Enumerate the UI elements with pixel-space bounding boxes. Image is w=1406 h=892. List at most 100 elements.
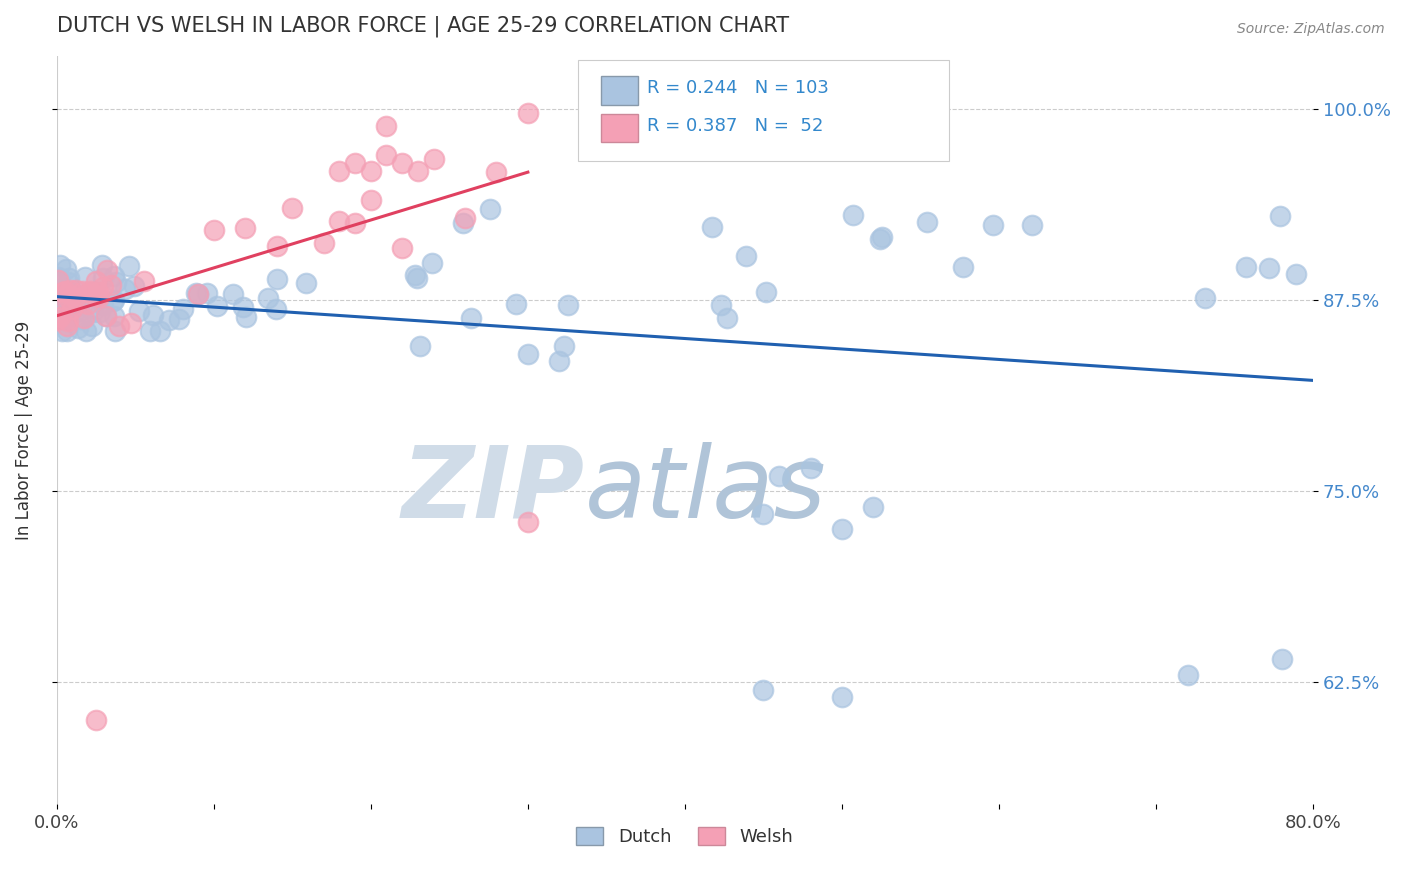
Point bbox=[172, 302, 194, 317]
Point bbox=[67, 304, 90, 318]
Point bbox=[83, 285, 105, 299]
Point bbox=[187, 286, 209, 301]
Point bbox=[59, 303, 82, 318]
Point bbox=[460, 310, 482, 325]
Bar bbox=[600, 113, 638, 142]
Point bbox=[104, 324, 127, 338]
Point bbox=[420, 256, 443, 270]
Point bbox=[375, 120, 398, 134]
Point bbox=[870, 229, 893, 244]
Point bbox=[67, 295, 90, 310]
Point bbox=[344, 216, 367, 230]
Point bbox=[58, 285, 80, 300]
Point bbox=[73, 310, 96, 325]
Text: R = 0.387   N =  52: R = 0.387 N = 52 bbox=[647, 117, 824, 135]
Legend: Dutch, Welsh: Dutch, Welsh bbox=[567, 818, 803, 855]
Point bbox=[716, 311, 738, 326]
Point bbox=[1258, 261, 1281, 276]
Point bbox=[45, 313, 67, 327]
Point bbox=[55, 294, 77, 309]
Point bbox=[862, 500, 884, 514]
Point bbox=[149, 324, 172, 338]
Point bbox=[52, 285, 75, 299]
Point bbox=[100, 277, 122, 292]
Point bbox=[46, 269, 69, 284]
Point bbox=[869, 232, 891, 246]
Point bbox=[76, 297, 98, 311]
Point bbox=[103, 269, 125, 284]
Point bbox=[65, 283, 87, 297]
Point bbox=[735, 249, 758, 263]
Point bbox=[752, 507, 775, 521]
Point bbox=[406, 163, 429, 178]
Point bbox=[257, 291, 280, 305]
Point bbox=[46, 272, 69, 286]
Point bbox=[915, 215, 938, 229]
Point bbox=[103, 293, 125, 308]
Point bbox=[56, 285, 79, 300]
Point bbox=[48, 301, 70, 316]
Point bbox=[422, 152, 444, 166]
Point bbox=[79, 284, 101, 298]
Point bbox=[75, 324, 97, 338]
Point bbox=[59, 285, 82, 299]
Point bbox=[700, 220, 723, 235]
Point bbox=[1177, 667, 1199, 681]
Point bbox=[96, 310, 118, 324]
Point bbox=[328, 214, 350, 228]
Point bbox=[1285, 268, 1308, 282]
Point bbox=[139, 324, 162, 338]
Point bbox=[1194, 292, 1216, 306]
Point bbox=[710, 297, 733, 311]
Point bbox=[120, 316, 142, 330]
Point bbox=[167, 312, 190, 326]
Point bbox=[69, 291, 91, 305]
Point bbox=[82, 318, 104, 333]
Point bbox=[142, 308, 165, 322]
Point bbox=[768, 469, 790, 483]
Point bbox=[52, 285, 75, 300]
Point bbox=[89, 305, 111, 319]
Point bbox=[101, 294, 124, 309]
Text: ZIP: ZIP bbox=[401, 442, 585, 539]
Point bbox=[485, 165, 508, 179]
Point bbox=[58, 293, 80, 307]
Point bbox=[981, 219, 1004, 233]
Point bbox=[56, 314, 79, 328]
Y-axis label: In Labor Force | Age 25-29: In Labor Force | Age 25-29 bbox=[15, 320, 32, 540]
Point bbox=[91, 271, 114, 285]
Point bbox=[755, 285, 778, 299]
Text: R = 0.244   N = 103: R = 0.244 N = 103 bbox=[647, 79, 830, 97]
Point bbox=[391, 156, 413, 170]
Point bbox=[454, 211, 477, 225]
Point bbox=[478, 202, 501, 217]
Point bbox=[114, 282, 136, 296]
Point bbox=[505, 297, 527, 311]
Point bbox=[1021, 218, 1043, 232]
Point bbox=[328, 163, 350, 178]
Point bbox=[516, 347, 538, 361]
Point bbox=[94, 309, 117, 323]
Point bbox=[60, 301, 83, 315]
Point bbox=[53, 284, 76, 298]
Point bbox=[831, 690, 853, 705]
Point bbox=[82, 305, 104, 319]
Point bbox=[516, 106, 538, 120]
Point bbox=[91, 258, 114, 272]
Point bbox=[295, 276, 318, 290]
Point bbox=[281, 201, 304, 215]
Point bbox=[187, 287, 209, 301]
Point bbox=[404, 268, 426, 282]
Point bbox=[84, 714, 107, 728]
Point bbox=[197, 285, 219, 300]
Point bbox=[409, 339, 432, 353]
Point bbox=[87, 290, 110, 304]
Point bbox=[1234, 260, 1257, 274]
Point bbox=[87, 285, 110, 299]
Point bbox=[49, 310, 72, 324]
Point bbox=[72, 284, 94, 298]
Point bbox=[75, 270, 97, 285]
Point bbox=[63, 291, 86, 305]
Point bbox=[205, 299, 228, 313]
Point bbox=[53, 311, 76, 326]
